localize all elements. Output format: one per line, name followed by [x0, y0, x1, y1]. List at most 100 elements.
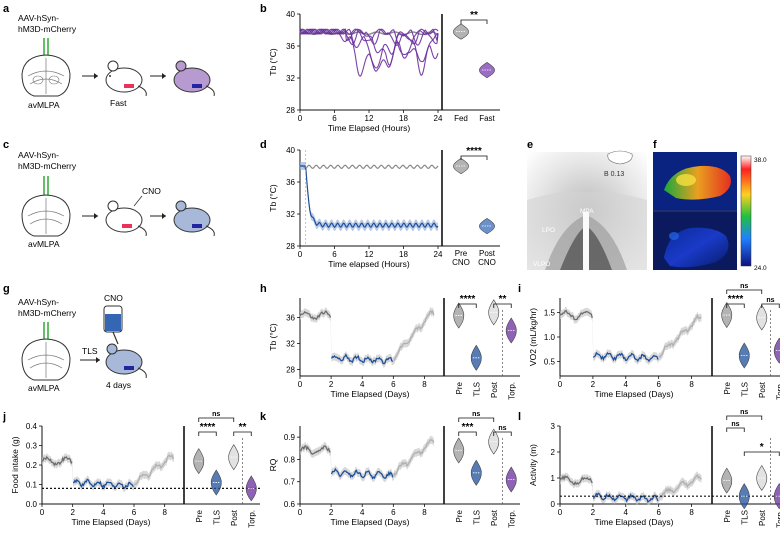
- colorbar-min: 24.0: [754, 265, 767, 272]
- x-tick-label: 8: [689, 380, 694, 389]
- series-line: [592, 492, 659, 503]
- category-label: CNO: [452, 258, 470, 267]
- x-tick-label: 2: [591, 380, 596, 389]
- category-label: Pre: [723, 381, 732, 394]
- significance-label: **: [470, 10, 478, 21]
- panel-letter-h: h: [260, 283, 267, 295]
- y-tick-label: 28: [286, 242, 295, 251]
- y-tick-label: 0.5: [544, 357, 556, 366]
- thermal-image: 38.0 24.0: [653, 152, 767, 272]
- drug-label: CNO: [142, 186, 161, 196]
- category-label: Pre: [723, 509, 732, 522]
- panel-letter-b: b: [260, 3, 267, 15]
- mouse-icon-tls: [105, 343, 147, 379]
- category-label: Pre: [195, 509, 204, 522]
- virus-label-line2: hM3D-mCherry: [18, 24, 77, 34]
- significance-bracket: [743, 451, 780, 456]
- series-band: [560, 306, 702, 366]
- condition-label: Fast: [110, 98, 127, 108]
- x-tick-label: 0: [40, 508, 45, 517]
- category-label: TLS: [740, 510, 749, 525]
- series-line: [559, 309, 593, 321]
- significance-bracket: [761, 303, 780, 308]
- significance-bracket: [198, 417, 235, 422]
- panel-letter-c: c: [3, 139, 9, 151]
- region-label-mpa: MPA: [580, 208, 594, 215]
- category-label: Post: [479, 249, 496, 258]
- y-axis-label: Activity (m): [528, 444, 538, 486]
- chart-j: 0.0 0.1 0.2 0.3 0.4 0 2 4 6 8 Time Elapsed (Days) F…: [10, 411, 260, 528]
- x-tick-label: 18: [399, 114, 408, 123]
- significance-label: ****: [728, 294, 744, 305]
- x-tick-label: 4: [624, 508, 629, 517]
- significance-label: ns: [472, 411, 480, 418]
- region-label-lpo: LPO: [542, 227, 555, 234]
- schematic-a: AAV-hSyn- hM3D-mCherry avMLPA Fast: [18, 13, 215, 110]
- significance-label: ns: [766, 297, 774, 304]
- x-tick-label: 6: [332, 114, 337, 123]
- category-label: Post: [758, 509, 767, 526]
- y-tick-label: 32: [286, 74, 295, 83]
- chart-h: 28 32 36 0 2 4 6 8 Time Elapsed (Days) Tb (°C) Pre…: [268, 294, 520, 400]
- series-line-cno: [300, 165, 439, 229]
- mouse-icon-fasting: [105, 60, 147, 97]
- panel-letter-d: d: [260, 139, 267, 151]
- panel-letter-g: g: [3, 283, 10, 295]
- significance-bracket: [458, 417, 495, 422]
- y-tick-label: 32: [286, 210, 295, 219]
- y-axis-label: VO2 (mL/kg/hr): [528, 308, 538, 366]
- y-tick-label: 36: [286, 314, 295, 323]
- chart-b: 28 32 36 40 0 6 12 18 24 Time Elapsed (Hours) Tb (…: [268, 10, 500, 133]
- x-tick-label: 4: [101, 508, 106, 517]
- y-tick-label: 0.1: [26, 481, 38, 490]
- mouse-icon-torpid: [173, 60, 215, 97]
- chart-i: 0.5 1.0 1.5 0 2 4 6 8 Time Elapsed (Days) VO2 (mL…: [528, 283, 780, 400]
- category-label: TLS: [740, 382, 749, 397]
- y-tick-label: 40: [286, 146, 295, 155]
- x-axis-label: Time elapsed (Hours): [328, 259, 410, 269]
- y-tick-label: 0.9: [284, 433, 296, 442]
- panel-letter-f: f: [653, 139, 657, 151]
- x-tick-label: 24: [434, 114, 443, 123]
- category-label: Post: [490, 381, 499, 398]
- virus-label-line1: AAV-hSyn-: [18, 150, 59, 160]
- panel-letter-i: i: [518, 283, 521, 295]
- significance-label: ****: [200, 422, 216, 433]
- significance-label: ****: [460, 294, 476, 305]
- y-tick-label: 0.3: [26, 442, 38, 451]
- x-axis-label: Time Elapsed (Days): [594, 389, 673, 399]
- panel-letter-k: k: [260, 411, 267, 423]
- category-label: CNO: [478, 258, 496, 267]
- significance-bracket: [233, 431, 252, 436]
- x-tick-label: 2: [329, 380, 334, 389]
- significance-label: ****: [466, 146, 482, 157]
- category-label: Pre: [455, 509, 464, 522]
- x-tick-label: 12: [365, 114, 374, 123]
- x-tick-label: 0: [298, 380, 303, 389]
- significance-bracket: [726, 415, 763, 420]
- virus-label-line1: AAV-hSyn-: [18, 297, 59, 307]
- y-tick-label: 36: [286, 42, 295, 51]
- panel-letter-a: a: [3, 3, 10, 15]
- x-tick-label: 6: [656, 508, 661, 517]
- y-axis-label: Tb (°C): [268, 184, 278, 212]
- y-axis-label: Food intake (g): [10, 436, 20, 493]
- chart-l: 0 1 2 3 0 2 4 6 8 Time Elapsed (Days) Activity (m)…: [528, 409, 780, 528]
- y-tick-label: 0: [551, 500, 556, 509]
- x-tick-label: 8: [689, 508, 694, 517]
- significance-bracket: [726, 303, 745, 308]
- y-tick-label: 0.6: [284, 500, 296, 509]
- protocol-label: TLS: [82, 346, 98, 356]
- y-tick-label: 0.7: [284, 478, 296, 487]
- violin-1: [479, 217, 495, 235]
- mouse-icon-torpid: [173, 200, 215, 237]
- schematic-g: AAV-hSyn- hM3D-mCherry avMLPA CNO TLS 4 …: [18, 293, 147, 393]
- water-bottle-icon: [103, 305, 123, 345]
- category-label: Fast: [479, 114, 495, 123]
- significance-label: ns: [498, 425, 506, 432]
- region-label-vlpo: VLPO: [533, 261, 550, 268]
- category-label: Pre: [455, 249, 468, 258]
- x-axis-label: Time Elapsed (Days): [71, 517, 150, 527]
- x-tick-label: 4: [624, 380, 629, 389]
